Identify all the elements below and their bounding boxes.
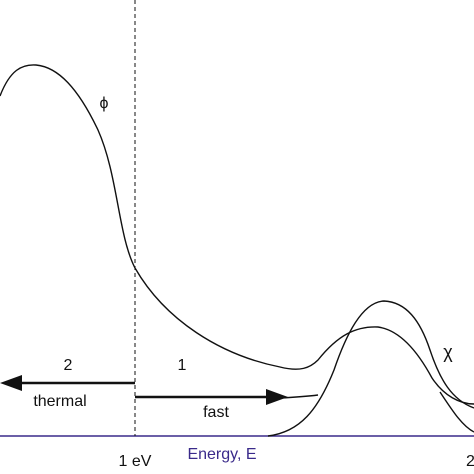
tick-label-right: 2 [466,453,474,470]
thermal-arrowhead [0,375,22,391]
group1-number: 1 [178,357,187,374]
energy-axis-label: Energy, E [187,446,256,463]
chi-label: χ [443,342,453,362]
phi-curve [0,64,474,405]
fast-label: fast [203,404,229,421]
tick-label-1ev: 1 eV [119,453,152,470]
fast-arrowhead [266,389,288,405]
phi-label: ϕ [100,95,109,112]
group2-number: 2 [64,357,73,374]
thermal-label: thermal [33,393,86,410]
chi-curve [267,300,474,437]
chi-tail [279,391,474,433]
